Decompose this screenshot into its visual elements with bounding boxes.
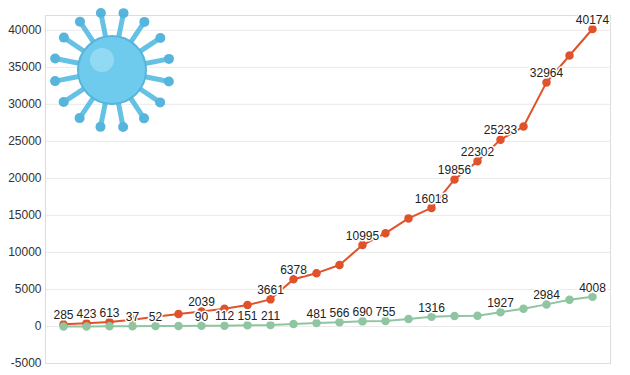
svg-text:16018: 16018 xyxy=(415,192,449,206)
svg-text:0: 0 xyxy=(35,319,42,333)
svg-text:40174: 40174 xyxy=(576,13,610,27)
svg-text:4008: 4008 xyxy=(579,281,606,295)
svg-text:37: 37 xyxy=(126,310,140,324)
svg-text:40000: 40000 xyxy=(8,23,42,37)
svg-text:25233: 25233 xyxy=(484,123,518,137)
svg-text:22302: 22302 xyxy=(461,145,495,159)
svg-text:25000: 25000 xyxy=(8,134,42,148)
svg-text:481: 481 xyxy=(306,307,326,321)
svg-text:19856: 19856 xyxy=(438,163,472,177)
svg-text:10995: 10995 xyxy=(346,229,380,243)
svg-text:30000: 30000 xyxy=(8,97,42,111)
svg-text:2984: 2984 xyxy=(533,288,560,302)
svg-text:1316: 1316 xyxy=(418,301,445,315)
svg-text:15000: 15000 xyxy=(8,208,42,222)
svg-text:6378: 6378 xyxy=(280,263,307,277)
svg-text:690: 690 xyxy=(352,305,372,319)
svg-text:3661: 3661 xyxy=(257,283,284,297)
svg-text:5000: 5000 xyxy=(15,282,42,296)
svg-text:10000: 10000 xyxy=(8,245,42,259)
svg-text:285: 285 xyxy=(53,308,73,322)
svg-text:423: 423 xyxy=(76,307,96,321)
svg-text:211: 211 xyxy=(261,309,280,323)
svg-text:-5000: -5000 xyxy=(11,356,42,370)
svg-text:151: 151 xyxy=(237,309,257,323)
svg-text:90: 90 xyxy=(195,310,209,324)
svg-text:112: 112 xyxy=(215,309,234,323)
svg-text:35000: 35000 xyxy=(8,60,42,74)
svg-text:52: 52 xyxy=(149,310,163,324)
svg-text:20000: 20000 xyxy=(8,171,42,185)
svg-text:566: 566 xyxy=(329,306,349,320)
svg-text:2039: 2039 xyxy=(188,295,215,309)
svg-text:32964: 32964 xyxy=(530,66,564,80)
svg-text:613: 613 xyxy=(99,306,119,320)
svg-text:755: 755 xyxy=(375,305,395,319)
svg-text:1927: 1927 xyxy=(487,296,514,310)
